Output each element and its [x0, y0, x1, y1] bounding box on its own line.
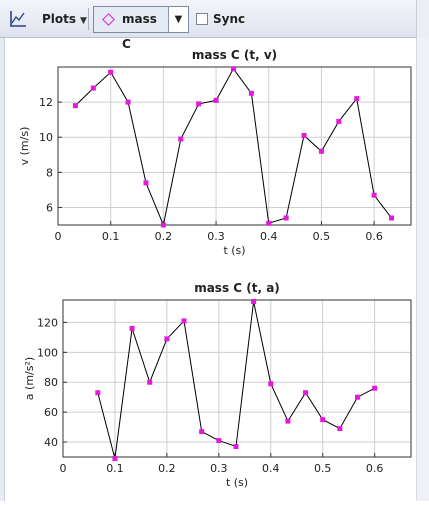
chart-2: 0 0.1 0.2 0.3 0.4 0.5 0.6 40 60 80 100 120 mass C (t… — [23, 281, 412, 489]
chart-1: 0 0.1 0.2 0.3 0.4 0.5 0.6 6 8 10 12 mass C (t, v) t … — [18, 48, 412, 257]
chart-2-x-tick-label: 0.2 — [158, 462, 176, 475]
plots-panel: 0 0.1 0.2 0.3 0.4 0.5 0.6 6 8 10 12 mass C (t, v) t … — [0, 38, 416, 501]
chart-1-y-axis-label: v (m/s) — [18, 127, 31, 166]
chart-2-x-tick-label: 0.6 — [366, 462, 384, 475]
toolbar-separator — [88, 8, 89, 30]
sync-checkbox[interactable] — [196, 13, 208, 25]
object-selector-label: mass C — [122, 12, 157, 51]
diamond-marker-icon — [102, 13, 115, 26]
chart-1-data-point — [178, 136, 184, 142]
chart-1-y-tick-label: 10 — [39, 131, 53, 144]
chart-1-x-tick-label: 0.3 — [207, 230, 225, 243]
chart-1-y-tick-label: 12 — [39, 96, 53, 109]
chart-2-x-tick-label: 0.5 — [314, 462, 332, 475]
chevron-down-icon: ▼ — [80, 16, 87, 26]
chart-1-x-tick-label: 0.2 — [155, 230, 173, 243]
plot-toolbar: Plots ▼ mass C ▼ Sync — [0, 0, 429, 51]
plots-canvas: 0 0.1 0.2 0.3 0.4 0.5 0.6 6 8 10 12 mass C (t, v) t … — [18, 48, 412, 489]
chart-2-data-point — [251, 298, 257, 304]
chart-2-data-point — [216, 438, 222, 444]
chart-1-y-tick-label: 6 — [46, 201, 53, 214]
object-selector-value: mass C — [94, 7, 169, 51]
chart-2-data-point — [285, 418, 291, 424]
chart-1-data-point — [90, 85, 96, 91]
chart-1-title: mass C (t, v) — [192, 48, 277, 62]
plot-axes-icon[interactable] — [8, 9, 28, 29]
chart-1-x-tick-label: 0.1 — [102, 230, 120, 243]
chart-2-y-tick-label: 80 — [44, 376, 58, 389]
chart-1-data-point — [196, 101, 202, 107]
chart-1-data-point — [72, 103, 78, 109]
chart-2-data-point — [147, 379, 153, 385]
chart-2-data-point — [164, 336, 170, 342]
plots-menu-label: Plots — [42, 12, 77, 26]
chart-2-x-tick-label: 0.1 — [106, 462, 124, 475]
chart-2-data-point — [181, 318, 187, 324]
chart-2-y-axis-label: a (m/s²) — [23, 357, 36, 400]
chart-2-data-point — [233, 444, 239, 450]
chart-1-plot-area — [58, 67, 411, 225]
chart-1-data-point — [213, 97, 219, 103]
chart-2-data-point — [372, 385, 378, 391]
object-selector[interactable]: mass C ▼ — [93, 6, 189, 51]
chart-1-x-tick-label: 0.4 — [260, 230, 278, 243]
chart-1-x-tick-label: 0.6 — [365, 230, 383, 243]
chart-2-x-tick-label: 0.4 — [262, 462, 280, 475]
chart-1-data-point — [108, 69, 114, 75]
right-panel-edge — [416, 38, 429, 501]
chart-2-data-point — [355, 394, 361, 400]
chart-1-data-point — [389, 215, 395, 221]
chart-1-data-point — [371, 192, 377, 198]
chart-2-y-tick-label: 120 — [37, 316, 58, 329]
window-corner — [416, 0, 429, 38]
dropdown-arrow-button[interactable]: ▼ — [174, 14, 183, 25]
plots-menu-button[interactable]: Plots ▼ — [36, 6, 93, 32]
chart-1-x-axis-label: t (s) — [223, 244, 245, 257]
chart-2-x-tick-label: 0 — [60, 462, 67, 475]
chart-1-data-point — [143, 180, 149, 186]
chart-1-data-point — [248, 90, 254, 96]
chart-1-data-point — [301, 132, 307, 138]
sync-label: Sync — [213, 12, 246, 26]
chart-1-data-point — [230, 66, 236, 72]
chart-2-y-tick-label: 100 — [37, 346, 58, 359]
chart-2-data-point — [112, 455, 118, 461]
chart-2-y-tick-label: 40 — [44, 436, 58, 449]
chart-1-data-point — [160, 222, 166, 228]
chart-1-y-tick-label: 8 — [46, 166, 53, 179]
chart-2-x-axis-label: t (s) — [226, 476, 248, 489]
chart-1-data-point — [283, 215, 289, 221]
chart-2-data-point — [337, 426, 343, 432]
chart-2-title: mass C (t, a) — [194, 281, 280, 295]
chart-2-data-point — [303, 390, 309, 396]
chart-1-x-tick-label: 0.5 — [313, 230, 331, 243]
chart-1-data-point — [266, 220, 272, 226]
chart-2-x-tick-label: 0.3 — [210, 462, 228, 475]
chart-2-plot-area — [63, 300, 411, 457]
chart-2-data-point — [320, 417, 326, 423]
chart-2-data-point — [199, 429, 205, 435]
chart-2-data-point — [268, 381, 274, 387]
chart-1-data-point — [354, 96, 360, 102]
chart-1-data-point — [336, 118, 342, 124]
chart-2-y-tick-label: 60 — [44, 406, 58, 419]
left-panel-edge — [0, 38, 5, 501]
chart-2-data-point — [129, 325, 135, 331]
chart-2-frame — [62, 299, 412, 458]
chart-1-data-point — [318, 148, 324, 154]
chart-1-data-point — [125, 99, 131, 105]
chart-1-x-tick-label: 0 — [55, 230, 62, 243]
chart-2-data-point — [95, 390, 101, 396]
